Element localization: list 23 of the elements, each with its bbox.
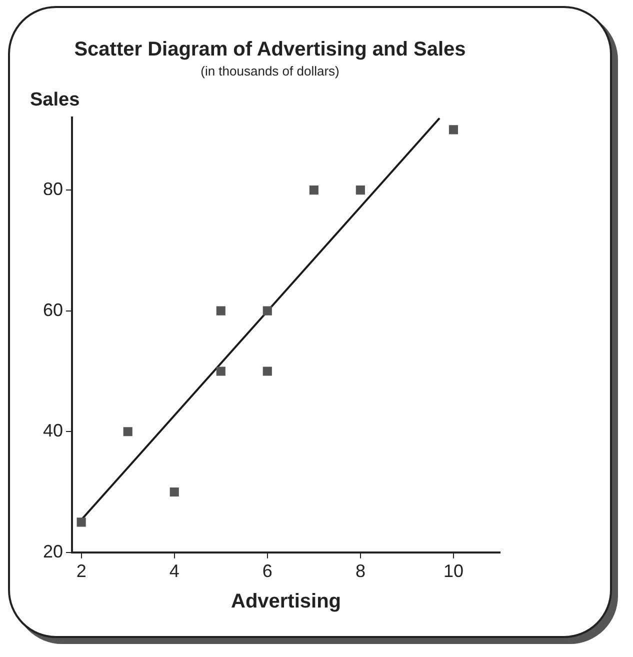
y-tick-label: 60 [42,300,64,320]
chart-title: Scatter Diagram of Advertising and Sales [74,38,466,61]
x-tick-label: 8 [355,561,366,582]
x-tick-label: 2 [76,561,86,582]
x-tick-label: 4 [169,561,180,582]
point [448,125,458,134]
y-tick-label: 80 [42,179,64,200]
point [76,518,86,527]
chart-subtitle: (in thousands of dollars) [200,63,340,78]
point [170,487,179,497]
point [309,186,318,195]
y-tick-label: 40 [42,420,64,441]
point [216,306,226,316]
point [216,366,226,376]
x-tick-label: 10 [443,561,464,582]
point [123,427,132,436]
point [356,186,365,195]
x-axis-title: Advertising [230,590,342,613]
x-tick-label: 6 [262,561,272,582]
point [262,366,272,376]
y-tick-label: 20 [42,541,64,562]
point [262,306,272,316]
y-axis-title: Sales [30,89,80,110]
